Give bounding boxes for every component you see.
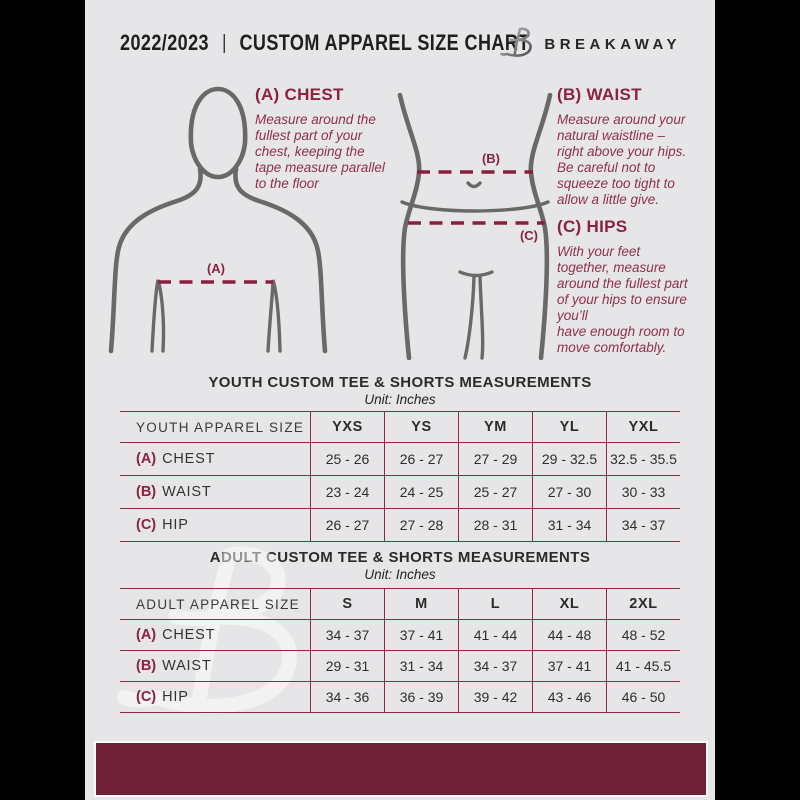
adult-hip-row: (C) HIP 34 - 36 36 - 39 39 - 42 43 - 46 … [120, 681, 680, 713]
footer-bar [94, 741, 708, 797]
row-header: (A) CHEST [136, 451, 216, 467]
hips-line-label: (C) [520, 228, 538, 243]
cell: 28 - 31 [458, 509, 532, 541]
left-shoulder-arm-outline [108, 166, 203, 354]
cell: 37 - 41 [532, 651, 606, 681]
cell: 29 - 31 [310, 651, 384, 681]
adult-size-column-header: ADULT APPAREL SIZE [136, 596, 300, 612]
cell: 27 - 28 [384, 509, 458, 541]
chest-instruction-heading: (A) CHEST [255, 85, 344, 104]
cell: 34 - 36 [310, 682, 384, 712]
cell: 23 - 24 [310, 476, 384, 508]
cell: 34 - 37 [458, 651, 532, 681]
chart-panel: 2022/2023 | CUSTOM APPAREL SIZE CHART [85, 0, 715, 800]
youth-size-ym: YM [458, 412, 532, 442]
chest-instruction: (A) CHEST Measure around the fullest par… [255, 85, 395, 192]
upper-body-diagram: (A) [108, 86, 328, 354]
row-header: (C) HIP [136, 689, 189, 705]
adult-size-l: L [458, 589, 532, 619]
cell: 32.5 - 35.5 [606, 443, 680, 475]
adult-size-xl: XL [532, 589, 606, 619]
adult-waist-row: (B) WAIST 29 - 31 31 - 34 34 - 37 37 - 4… [120, 650, 680, 681]
crotch-curve [458, 270, 494, 278]
cell: 46 - 50 [606, 682, 680, 712]
cell: 43 - 46 [532, 682, 606, 712]
cell: 41 - 44 [458, 620, 532, 650]
youth-size-yl: YL [532, 412, 606, 442]
adult-unit-label: Unit: Inches [364, 567, 436, 582]
breakaway-logo-icon [500, 27, 533, 57]
cell: 29 - 32.5 [532, 443, 606, 475]
cell: 34 - 37 [606, 509, 680, 541]
adult-size-table: ADULT APPAREL SIZE S M L XL 2XL (A) CHES… [120, 588, 680, 713]
waist-instruction-heading: (B) WAIST [557, 85, 642, 104]
cell: 30 - 33 [606, 476, 680, 508]
cell: 39 - 42 [458, 682, 532, 712]
brand-name: BREAKAWAY [544, 35, 681, 53]
cell: 37 - 41 [384, 620, 458, 650]
chest-line-label: (A) [207, 261, 225, 276]
row-header: (C) HIP [136, 517, 189, 533]
head-outline [188, 86, 248, 180]
row-header: (B) WAIST [136, 484, 212, 500]
cell: 36 - 39 [384, 682, 458, 712]
adult-chest-row: (A) CHEST 34 - 37 37 - 41 41 - 44 44 - 4… [120, 619, 680, 650]
right-shoulder-arm-outline [233, 166, 328, 354]
adult-size-s: S [310, 589, 384, 619]
header-divider: | [222, 31, 227, 54]
cell: 34 - 37 [310, 620, 384, 650]
hips-instruction: (C) HIPS With your feet together, measur… [557, 217, 722, 356]
row-header: (B) WAIST [136, 658, 212, 674]
cell: 31 - 34 [532, 509, 606, 541]
adult-size-2xl: 2XL [606, 589, 680, 619]
youth-hip-row: (C) HIP 26 - 27 27 - 28 28 - 31 31 - 34 … [120, 508, 680, 542]
header: 2022/2023 | CUSTOM APPAREL SIZE CHART [120, 30, 530, 56]
header-season: 2022/2023 [120, 30, 209, 55]
cell: 25 - 27 [458, 476, 532, 508]
hips-instruction-heading: (C) HIPS [557, 217, 628, 236]
adult-size-m: M [384, 589, 458, 619]
cell: 26 - 27 [310, 509, 384, 541]
right-inner-leg-line [478, 275, 485, 360]
youth-size-table: YOUTH APPAREL SIZE YXS YS YM YL YXL (A) … [120, 411, 680, 542]
cell: 25 - 26 [310, 443, 384, 475]
adult-section-title: ADULT CUSTOM TEE & SHORTS MEASUREMENTS [209, 549, 591, 566]
waist-instruction: (B) WAIST Measure around your natural wa… [557, 85, 722, 208]
cell: 27 - 30 [532, 476, 606, 508]
cell: 27 - 29 [458, 443, 532, 475]
youth-waist-row: (B) WAIST 23 - 24 24 - 25 25 - 27 27 - 3… [120, 475, 680, 508]
youth-size-yxs: YXS [310, 412, 384, 442]
youth-unit-label: Unit: Inches [364, 392, 436, 407]
cell: 31 - 34 [384, 651, 458, 681]
youth-size-ys: YS [384, 412, 458, 442]
cell: 48 - 52 [606, 620, 680, 650]
row-header: (A) CHEST [136, 627, 216, 643]
youth-table-header-row: YOUTH APPAREL SIZE YXS YS YM YL YXL [120, 411, 680, 442]
waist-line-label: (B) [482, 151, 500, 166]
lower-body-diagram: (B) (C) [397, 93, 553, 360]
youth-size-column-header: YOUTH APPAREL SIZE [136, 419, 305, 435]
brand-block: BREAKAWAY [499, 26, 681, 62]
hips-instruction-text: With your feet together, measure around … [557, 244, 688, 355]
adult-table-header-row: ADULT APPAREL SIZE S M L XL 2XL [120, 588, 680, 619]
left-inner-leg-line [463, 275, 476, 360]
navel-mark [466, 181, 482, 189]
cell: 24 - 25 [384, 476, 458, 508]
youth-chest-row: (A) CHEST 25 - 26 26 - 27 27 - 29 29 - 3… [120, 442, 680, 475]
chest-instruction-text: Measure around the fullest part of your … [255, 112, 385, 191]
cell: 26 - 27 [384, 443, 458, 475]
left-armpit-line [150, 279, 166, 353]
waist-instruction-text: Measure around your natural waistline – … [557, 112, 687, 207]
cell: 44 - 48 [532, 620, 606, 650]
page-title: CUSTOM APPAREL SIZE CHART [239, 30, 530, 55]
youth-size-yxl: YXL [606, 412, 680, 442]
right-torso-leg-outline [528, 93, 553, 360]
right-armpit-line [266, 279, 282, 353]
left-torso-leg-outline [397, 93, 422, 360]
cell: 41 - 45.5 [606, 651, 680, 681]
hip-waistband-curve [400, 200, 550, 213]
youth-section-title: YOUTH CUSTOM TEE & SHORTS MEASUREMENTS [208, 374, 592, 391]
